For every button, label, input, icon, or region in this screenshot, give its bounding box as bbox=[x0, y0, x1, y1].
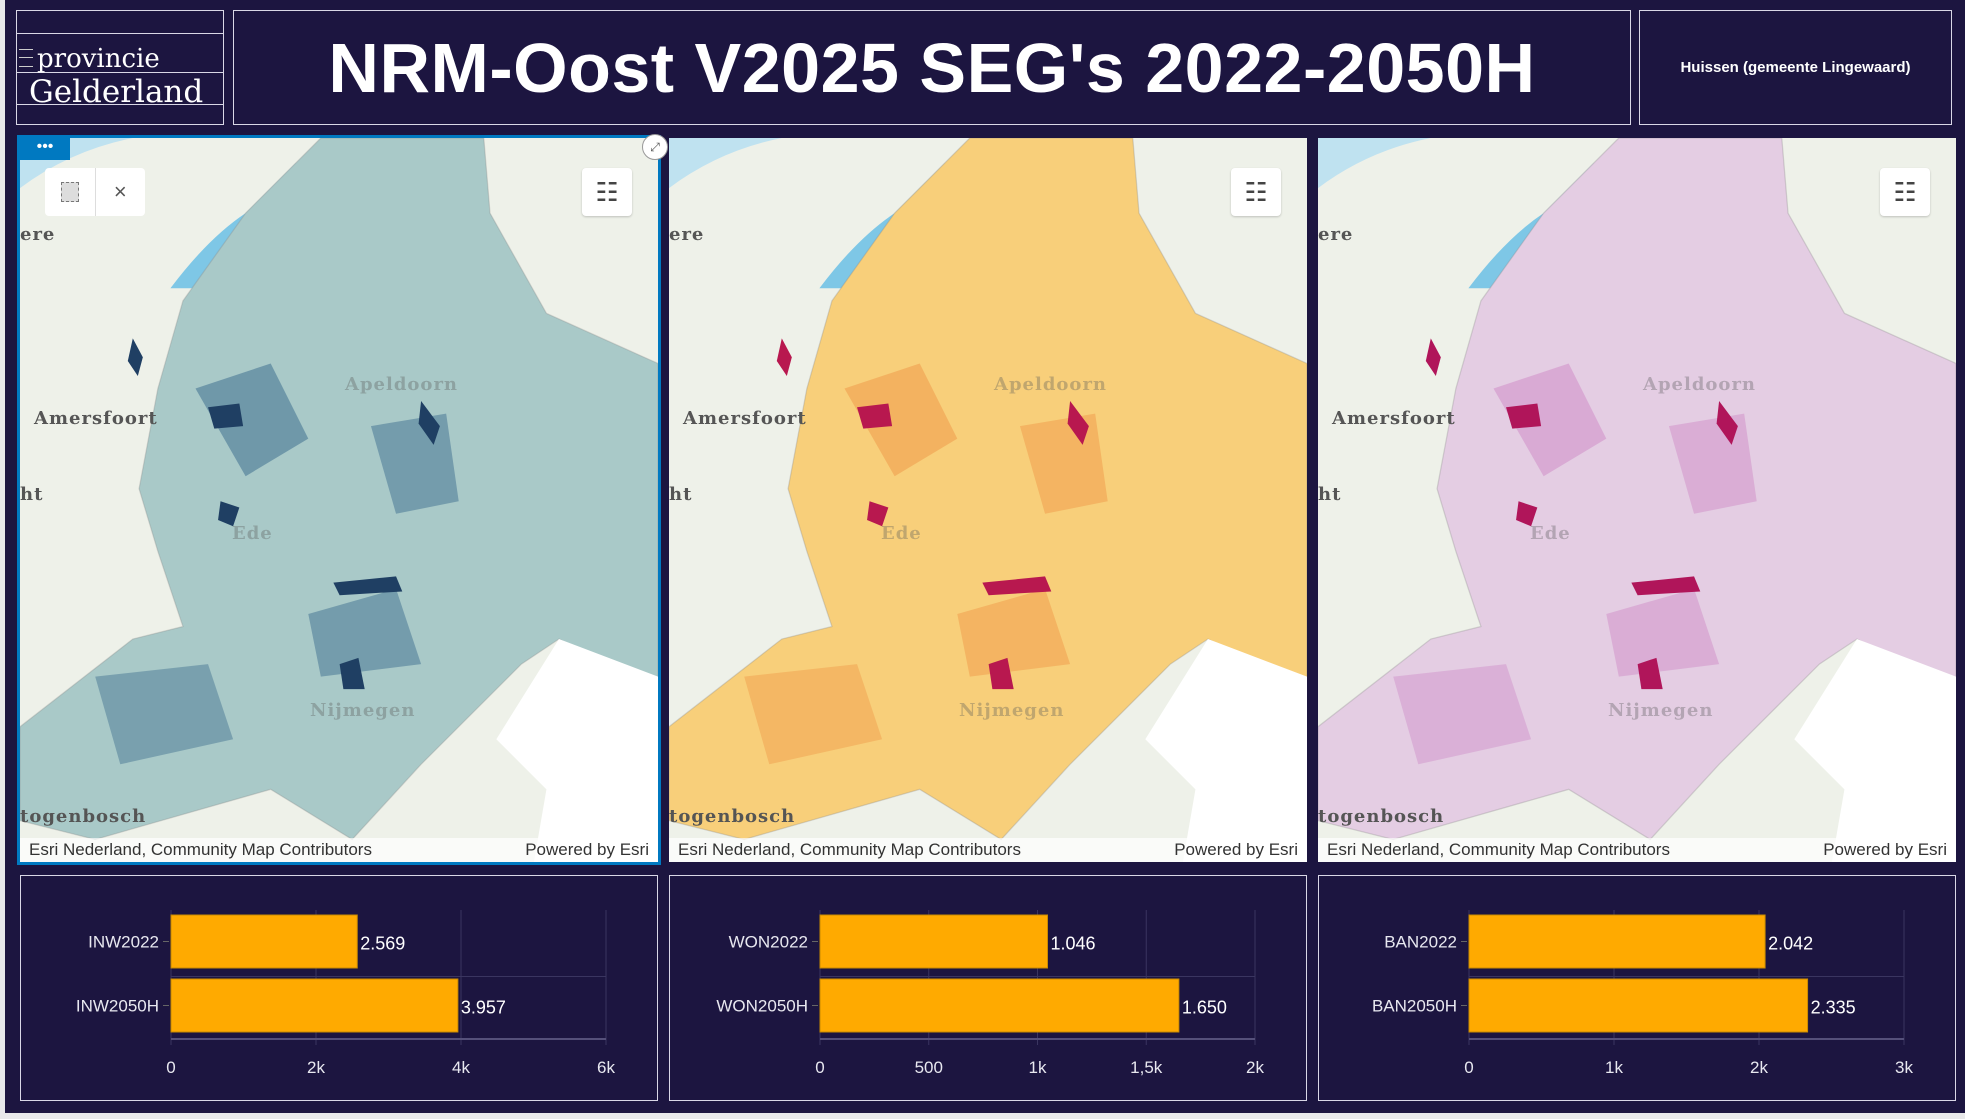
powered-by-esri[interactable]: Powered by Esri bbox=[525, 840, 649, 859]
map-label-hertogenbosch: togenbosch bbox=[669, 806, 796, 827]
map-label-ede: Ede bbox=[232, 523, 273, 544]
legend-button[interactable]: ☷ bbox=[582, 168, 632, 216]
province-logo: provincie Gelderland bbox=[16, 10, 224, 125]
x-tick-label: 2k bbox=[307, 1058, 325, 1077]
x-tick-label: 1,5k bbox=[1130, 1058, 1163, 1077]
x-tick-label: 4k bbox=[452, 1058, 470, 1077]
x-tick-label: 2k bbox=[1246, 1058, 1264, 1077]
map-label-ere: ere bbox=[20, 224, 56, 245]
map-attribution: Esri Nederland, Community Map Contributo… bbox=[669, 838, 1307, 862]
map-layer bbox=[20, 138, 658, 862]
map-label-nijmegen: Nijmegen bbox=[959, 700, 1065, 721]
bar-value-label: 3.957 bbox=[461, 998, 506, 1018]
x-tick-label: 3k bbox=[1895, 1058, 1913, 1077]
expand-icon[interactable]: ⤢ bbox=[642, 134, 668, 160]
selected-location: Huissen (gemeente Lingewaard) bbox=[1680, 59, 1911, 76]
close-button[interactable]: × bbox=[113, 179, 127, 204]
powered-by-esri[interactable]: Powered by Esri bbox=[1823, 840, 1947, 859]
bar-WON2022 bbox=[819, 914, 1049, 969]
bar-INW2022 bbox=[170, 914, 358, 969]
bar-BAN2050H bbox=[1468, 978, 1809, 1033]
map-label-apeldoorn: Apeldoorn bbox=[1643, 374, 1757, 395]
x-tick-label: 0 bbox=[1464, 1058, 1473, 1077]
y-category-label: BAN2022 bbox=[1384, 933, 1457, 952]
bar-value-label: 2.569 bbox=[360, 934, 405, 954]
map-layer bbox=[1318, 138, 1956, 862]
map-layer bbox=[669, 138, 1307, 862]
x-tick-label: 0 bbox=[815, 1058, 824, 1077]
attribution-text: Esri Nederland, Community Map Contributo… bbox=[678, 840, 1021, 859]
bar-INW2050H bbox=[170, 978, 459, 1033]
map-label-ede: Ede bbox=[881, 523, 922, 544]
x-tick-label: 2k bbox=[1750, 1058, 1768, 1077]
location-box: Huissen (gemeente Lingewaard) bbox=[1639, 10, 1952, 125]
bar-value-label: 2.042 bbox=[1768, 934, 1813, 954]
legend-button[interactable]: ☷ bbox=[1880, 168, 1930, 216]
map-label-amersfoort: Amersfoort bbox=[1332, 408, 1456, 429]
logo-line1: provincie bbox=[37, 44, 160, 74]
bar-value-label: 1.650 bbox=[1182, 998, 1227, 1018]
menu-icon[interactable] bbox=[19, 49, 33, 67]
attribution-text: Esri Nederland, Community Map Contributo… bbox=[29, 840, 372, 859]
header-title-box: NRM-Oost V2025 SEG's 2022-2050H bbox=[233, 10, 1631, 125]
bar-BAN2022 bbox=[1468, 914, 1766, 969]
bar-chart-1: 0 2k 4k 6k INW2022 2.569 INW2050H 3.957 bbox=[20, 875, 658, 1101]
y-category-label: WON2022 bbox=[729, 933, 808, 952]
attribution-text: Esri Nederland, Community Map Contributo… bbox=[1327, 840, 1670, 859]
map-tools: × bbox=[45, 168, 145, 216]
x-tick-label: 0 bbox=[166, 1058, 175, 1077]
y-category-label: BAN2050H bbox=[1372, 997, 1457, 1016]
x-tick-label: 1k bbox=[1029, 1058, 1047, 1077]
legend-icon: ☷ bbox=[1893, 176, 1917, 207]
y-category-label: WON2050H bbox=[716, 997, 808, 1016]
legend-button[interactable]: ☷ bbox=[1231, 168, 1281, 216]
map-view-1[interactable]: ere Amersfoort ht Apeldoorn Ede Nijmegen… bbox=[17, 135, 661, 865]
y-category-label: INW2022 bbox=[88, 933, 159, 952]
bar-chart-3: 0 1k 2k 3k BAN2022 2.042 BAN2050H 2.335 bbox=[1318, 875, 1956, 1101]
x-tick-label: 1k bbox=[1605, 1058, 1623, 1077]
map-attribution: Esri Nederland, Community Map Contributo… bbox=[20, 838, 658, 862]
x-tick-label: 6k bbox=[597, 1058, 615, 1077]
legend-icon: ☷ bbox=[595, 176, 619, 207]
map-label-ede: Ede bbox=[1530, 523, 1571, 544]
map-view-2[interactable]: ere Amersfoort ht Apeldoorn Ede Nijmegen… bbox=[669, 138, 1307, 862]
map-label-ere: ere bbox=[669, 224, 705, 245]
map-label-hertogenbosch: togenbosch bbox=[20, 806, 147, 827]
map-label-apeldoorn: Apeldoorn bbox=[345, 374, 459, 395]
bar-value-label: 1.046 bbox=[1051, 934, 1096, 954]
powered-by-esri[interactable]: Powered by Esri bbox=[1174, 840, 1298, 859]
map-label-ht: ht bbox=[669, 484, 693, 505]
map-label-hertogenbosch: togenbosch bbox=[1318, 806, 1445, 827]
x-tick-label: 500 bbox=[915, 1058, 943, 1077]
bar-WON2050H bbox=[819, 978, 1180, 1033]
bar-value-label: 2.335 bbox=[1811, 998, 1856, 1018]
map-attribution: Esri Nederland, Community Map Contributo… bbox=[1318, 838, 1956, 862]
map-view-3[interactable]: ere Amersfoort ht Apeldoorn Ede Nijmegen… bbox=[1318, 138, 1956, 862]
legend-icon: ☷ bbox=[1244, 176, 1268, 207]
map-label-amersfoort: Amersfoort bbox=[34, 408, 158, 429]
page-title: NRM-Oost V2025 SEG's 2022-2050H bbox=[328, 28, 1536, 107]
map-label-ht: ht bbox=[1318, 484, 1342, 505]
map-label-ht: ht bbox=[20, 484, 44, 505]
y-category-label: INW2050H bbox=[76, 997, 159, 1016]
map-label-nijmegen: Nijmegen bbox=[1608, 700, 1714, 721]
bar-chart-2: 0 500 1k 1,5k 2k WON2022 1.046 WON2050H 1.650 bbox=[669, 875, 1307, 1101]
select-icon bbox=[60, 182, 79, 202]
map-label-apeldoorn: Apeldoorn bbox=[994, 374, 1108, 395]
logo-line2: Gelderland bbox=[29, 74, 204, 110]
map-label-nijmegen: Nijmegen bbox=[310, 700, 416, 721]
map-label-amersfoort: Amersfoort bbox=[683, 408, 807, 429]
map-label-ere: ere bbox=[1318, 224, 1354, 245]
select-tool-button[interactable] bbox=[45, 168, 96, 216]
widget-menu-button[interactable]: ••• bbox=[20, 138, 70, 160]
